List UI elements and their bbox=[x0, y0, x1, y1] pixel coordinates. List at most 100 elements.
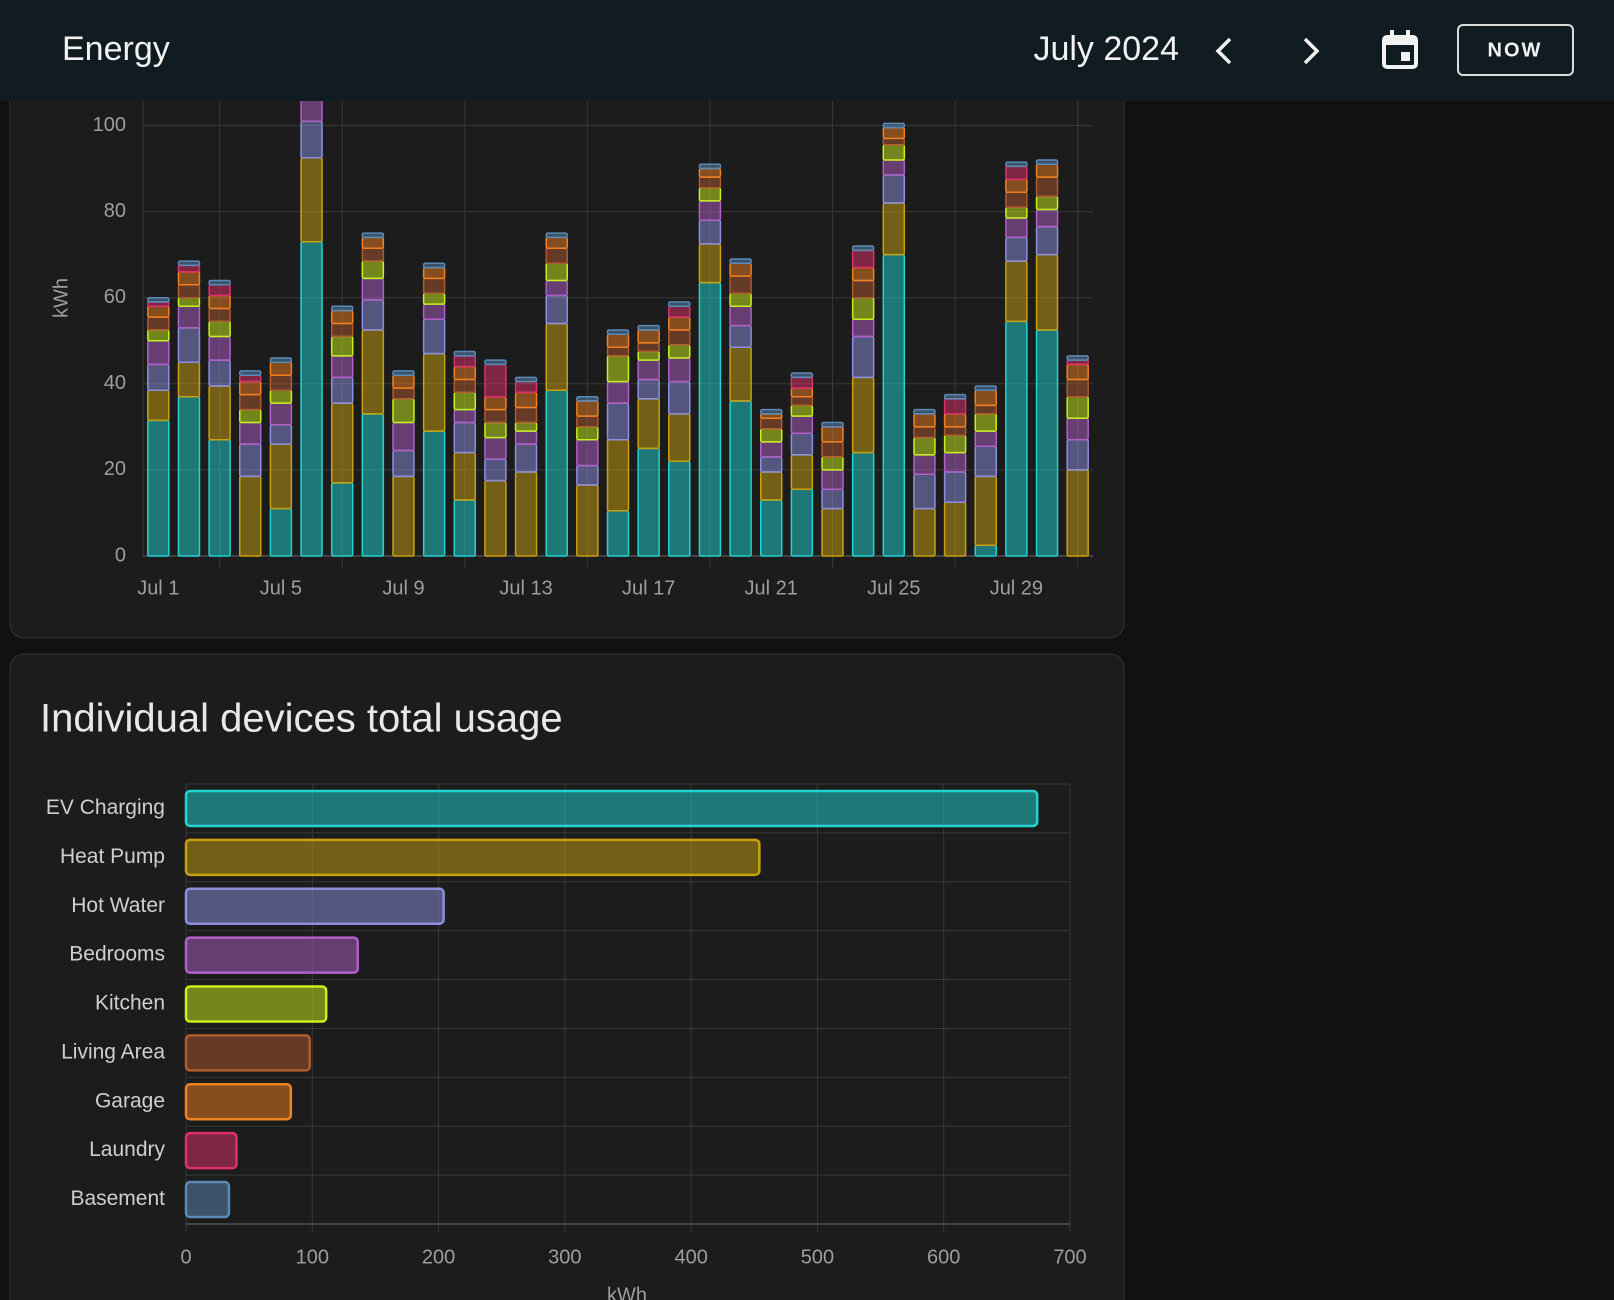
bar-segment bbox=[668, 316, 691, 331]
period[interactable]: July 2024 bbox=[1033, 30, 1179, 68]
bar-segment bbox=[422, 277, 446, 295]
calendar-icon bbox=[1401, 52, 1410, 61]
bar-segment bbox=[821, 441, 844, 458]
bar-segment bbox=[1035, 163, 1059, 178]
bar-segment bbox=[729, 262, 752, 277]
bar-segment bbox=[1035, 253, 1059, 331]
category-label: Kitchen bbox=[95, 992, 165, 1015]
bar-segment bbox=[361, 236, 385, 249]
bar-segment bbox=[576, 439, 599, 467]
bar-segment bbox=[330, 335, 354, 357]
bar-segment bbox=[484, 395, 507, 411]
bar-segment bbox=[698, 200, 722, 221]
bar-segment bbox=[882, 137, 906, 146]
bar-segment bbox=[545, 294, 568, 325]
bar-segment bbox=[637, 378, 660, 400]
now-button[interactable] bbox=[1457, 24, 1574, 76]
bar bbox=[184, 789, 1039, 828]
bar-segment bbox=[606, 439, 630, 512]
bar-segment bbox=[821, 507, 844, 557]
bar bbox=[184, 985, 328, 1023]
bar-segment bbox=[484, 359, 507, 366]
x-tick-label: 0 bbox=[180, 1246, 191, 1268]
header-bar bbox=[0, 0, 1614, 101]
bar-segment bbox=[1005, 320, 1028, 557]
x-tick-label: 500 bbox=[801, 1246, 834, 1268]
x-tick-label: Jul 21 bbox=[745, 577, 798, 599]
bar-segment bbox=[361, 260, 385, 280]
category-label: Heat Pump bbox=[60, 845, 165, 868]
bar-segment bbox=[484, 479, 507, 557]
calendar-icon bbox=[1406, 30, 1410, 38]
bar-segment bbox=[269, 357, 293, 364]
next-button[interactable] bbox=[1303, 37, 1320, 65]
bar-segment bbox=[882, 126, 906, 140]
bar-segment bbox=[974, 404, 997, 415]
bar-segment bbox=[361, 299, 385, 331]
bar-segment bbox=[177, 327, 201, 364]
bar-segment bbox=[177, 296, 201, 308]
bar-segment bbox=[484, 421, 507, 439]
bar-segment bbox=[514, 443, 538, 473]
bar-segment bbox=[606, 329, 630, 336]
bar-segment bbox=[453, 421, 477, 454]
bar-segment bbox=[1035, 195, 1059, 211]
bar-segment bbox=[790, 404, 814, 417]
bar-segment bbox=[484, 458, 507, 482]
calendar-button[interactable] bbox=[1382, 30, 1418, 69]
bar-segment bbox=[330, 482, 354, 557]
bar-segment bbox=[330, 402, 354, 484]
bar-segment bbox=[239, 393, 262, 411]
x-tick-label: 700 bbox=[1053, 1246, 1086, 1268]
bar-segment bbox=[729, 258, 752, 265]
bar-segment bbox=[851, 318, 875, 338]
bar-segment bbox=[882, 253, 906, 557]
bar-segment bbox=[453, 391, 477, 411]
bar-segment bbox=[300, 120, 323, 159]
bar-segment bbox=[606, 346, 630, 357]
bar-segment bbox=[759, 408, 783, 415]
bar-segment bbox=[729, 275, 752, 295]
bar-segment bbox=[913, 507, 936, 557]
bar-segment bbox=[514, 471, 538, 557]
calendar-icon bbox=[1390, 30, 1394, 38]
bar-segment bbox=[239, 408, 262, 424]
x-tick-label: Jul 29 bbox=[990, 577, 1043, 599]
bar-segment bbox=[269, 507, 293, 557]
y-tick-label: 60 bbox=[104, 286, 126, 308]
bar-segment bbox=[851, 335, 875, 379]
bar-segment bbox=[637, 359, 660, 381]
bar-segment bbox=[484, 408, 507, 424]
bar-segment bbox=[422, 266, 446, 280]
bar-segment bbox=[361, 329, 385, 415]
category-label: EV Charging bbox=[46, 796, 165, 819]
bar-segment bbox=[851, 376, 875, 454]
bar-segment bbox=[453, 350, 477, 357]
bar-segment bbox=[177, 284, 201, 299]
bar-segment bbox=[974, 413, 997, 432]
bar-segment bbox=[484, 436, 507, 460]
bar-segment bbox=[668, 460, 691, 557]
bar-segment bbox=[759, 499, 783, 557]
bar-segment bbox=[943, 393, 967, 400]
x-tick-label: 300 bbox=[548, 1246, 581, 1268]
bar-segment bbox=[576, 415, 599, 428]
bar-segment bbox=[790, 432, 814, 456]
x-tick-label: Jul 17 bbox=[622, 577, 675, 599]
bar-segment bbox=[790, 376, 814, 389]
bar-segment bbox=[1005, 191, 1028, 209]
bar-segment bbox=[1035, 159, 1059, 165]
bar-segment bbox=[147, 296, 170, 303]
bar bbox=[184, 887, 445, 925]
bar-segment bbox=[422, 262, 446, 269]
bar-segment bbox=[392, 475, 415, 557]
bar-segment bbox=[668, 413, 691, 463]
bar-segment bbox=[147, 316, 170, 331]
prev-button[interactable] bbox=[1215, 37, 1232, 65]
bar-segment bbox=[361, 247, 385, 262]
bar-segment bbox=[790, 372, 814, 379]
bar-segment bbox=[330, 305, 354, 312]
bar-segment bbox=[606, 333, 630, 348]
bar-segment bbox=[1035, 225, 1059, 256]
bar-segment bbox=[422, 292, 446, 305]
